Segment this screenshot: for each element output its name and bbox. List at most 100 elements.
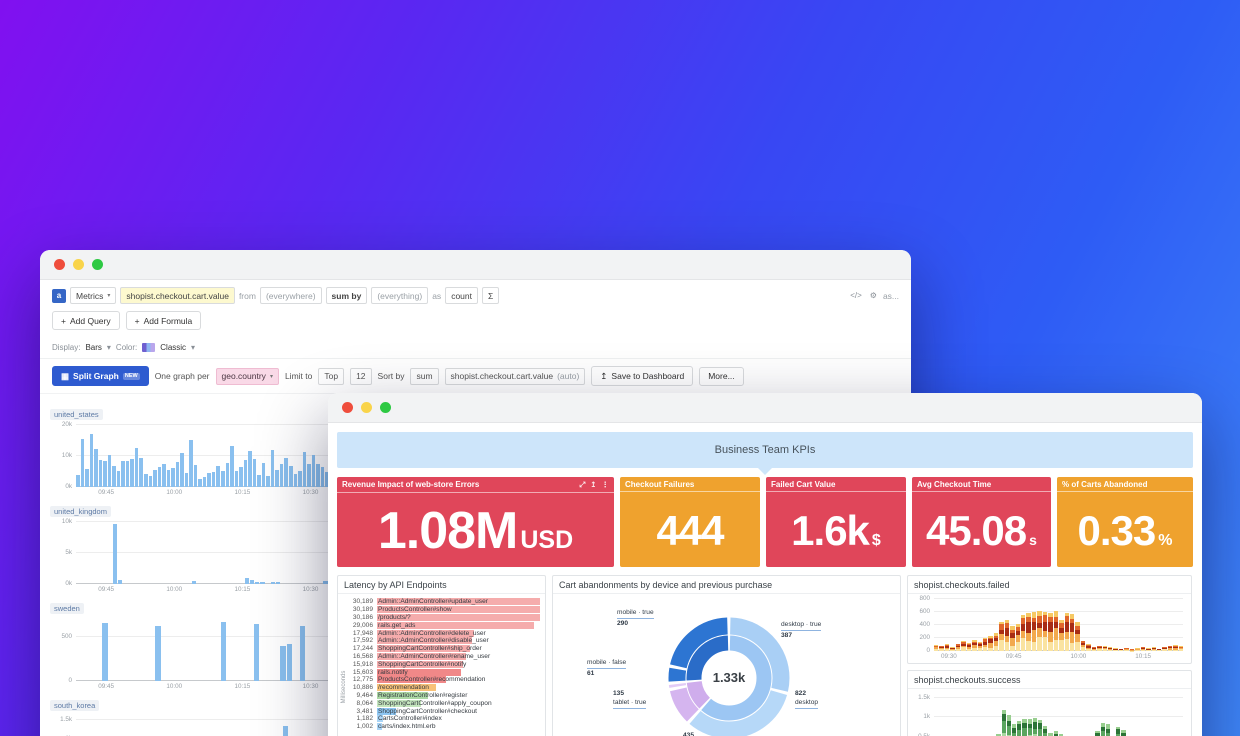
checkouts-failed-panel: shopist.checkouts.failed 0 200 400 600 800 09…: [907, 575, 1192, 664]
display-select[interactable]: Bars: [85, 343, 102, 352]
palette-icon: [142, 343, 156, 352]
chart-united-states: united_states 0k 10k 20k 09:45 10:00 10:15 10:…: [50, 404, 342, 496]
bars[interactable]: [76, 716, 338, 736]
latency-row[interactable]: 17,948 Admin::AdminController#delete_user: [352, 629, 486, 637]
latency-row[interactable]: 12,775 ProductsController#recommendation: [352, 676, 486, 684]
expand-icon[interactable]: ⤢: [579, 479, 586, 489]
bar-chart[interactable]: 0k 10k 20k 09:45 10:00 10:15 10:30: [62, 421, 338, 496]
bar: [216, 466, 220, 487]
cart-abandonment-panel: Cart abandonments by device and previous…: [552, 575, 901, 736]
minimize-window-button[interactable]: [361, 402, 372, 413]
kpi-carts-abandoned-pct[interactable]: % of Carts Abandoned 0.33%: [1057, 477, 1193, 567]
latency-row[interactable]: 10,886/recommendation: [348, 684, 540, 692]
bar-chart[interactable]: 0 500 09:45 10:00 10:15 10:30: [61, 619, 338, 690]
bar: [298, 471, 302, 487]
right-panel-column: shopist.checkouts.failed 0 200 400 600 800 09…: [907, 575, 1192, 736]
bars[interactable]: [934, 694, 1183, 736]
latency-row[interactable]: 16,568 Admin::AdminController#rename_user: [352, 652, 491, 660]
save-to-dashboard-button[interactable]: ↥ Save to Dashboard: [591, 366, 694, 386]
latency-row[interactable]: 9,464 RegistrationController#register: [356, 691, 468, 699]
sum-by-input[interactable]: (everything): [371, 287, 429, 304]
bars[interactable]: [76, 522, 338, 584]
split-graph-button[interactable]: ▦ Split Graph NEW: [52, 366, 149, 386]
latency-row[interactable]: 15,603 rails.notify: [348, 668, 540, 676]
latency-row[interactable]: 30,189 Admin::AdminController#update_user: [348, 598, 540, 606]
bar: [180, 453, 184, 487]
maximize-window-button[interactable]: [380, 402, 391, 413]
latency-panel: Latency by API Endpoints Milliseconds 30…: [337, 575, 546, 736]
kebab-menu-icon[interactable]: ⋮: [601, 479, 610, 489]
latency-row[interactable]: 1,002 carts/index.html.erb: [356, 723, 436, 731]
sort-field-select[interactable]: shopist.checkout.cart.value (auto): [444, 367, 586, 385]
bar-chart[interactable]: 0k 5k 10k 09:45 10:00 10:15 10:30: [62, 518, 338, 593]
kpi-failed-cart-value[interactable]: Failed Cart Value 1.6k $: [766, 477, 906, 567]
kpi-avg-checkout-time[interactable]: Avg Checkout Time 45.08 s: [912, 477, 1051, 567]
code-view-icon[interactable]: </>: [850, 291, 862, 300]
limit-input[interactable]: 12: [350, 367, 372, 385]
color-label: Color:: [115, 343, 138, 352]
more-button[interactable]: More...: [699, 366, 744, 386]
add-query-button[interactable]: + Add Query: [52, 311, 120, 330]
latency-row[interactable]: 17,244 ShoppingCartController#ship_order: [352, 645, 482, 653]
latency-row[interactable]: 30,189 ProductsController#show: [348, 606, 540, 614]
latency-row[interactable]: 29,006 rails.get_ads: [348, 621, 540, 629]
maximize-window-button[interactable]: [92, 259, 103, 270]
close-window-button[interactable]: [342, 402, 353, 413]
bar: [1178, 646, 1184, 651]
sigma-button[interactable]: Σ: [481, 287, 500, 304]
split-field-select[interactable]: geo.country ▾: [215, 367, 279, 385]
bars[interactable]: [76, 619, 338, 681]
latency-row[interactable]: 15,918 ShoppingCartController#notify: [352, 660, 467, 668]
add-formula-button[interactable]: + Add Formula: [125, 311, 202, 330]
bar: [1053, 611, 1059, 651]
donut-chart[interactable]: 1.33k mobile · true 290 desktop · true 387 mo…: [553, 594, 900, 736]
window-titlebar[interactable]: [328, 393, 1202, 423]
aggregation-select[interactable]: count: [445, 287, 478, 304]
bar: [325, 471, 329, 487]
scope-select[interactable]: Metrics ▾: [70, 287, 117, 304]
bar: [1048, 732, 1053, 736]
latency-row[interactable]: 3,481 ShoppingCartController#checkout: [356, 707, 477, 715]
kpi-checkout-failures[interactable]: Checkout Failures 444: [620, 477, 760, 567]
sort-by-label: Sort by: [377, 371, 405, 381]
export-icon[interactable]: ↥: [590, 479, 597, 489]
latency-row[interactable]: 8,064 ShoppingCartController#apply_coupon: [356, 699, 492, 707]
color-select[interactable]: Classic: [160, 343, 187, 352]
bar: [143, 474, 148, 487]
bar: [1027, 718, 1032, 736]
minimize-window-button[interactable]: [73, 259, 84, 270]
bar: [1091, 646, 1097, 651]
kpi-value: 444: [656, 507, 724, 554]
bar: [279, 464, 284, 487]
sort-agg-select[interactable]: sum: [410, 367, 439, 385]
bar: [270, 582, 276, 584]
bar: [257, 474, 261, 487]
bar: [139, 457, 143, 487]
bar: [1015, 623, 1020, 651]
stacked-bar-chart[interactable]: 0.5k1k1.5k: [918, 694, 1183, 736]
bar: [121, 460, 125, 487]
panel-title: shopist.checkouts.success: [908, 671, 1191, 689]
bar: [260, 582, 265, 584]
from-input[interactable]: (everywhere): [259, 287, 322, 304]
bar: [154, 626, 161, 681]
gear-icon[interactable]: ⚙: [869, 291, 877, 300]
bar: [1026, 613, 1031, 651]
stacked-bar-chart[interactable]: 0 200 400 600 800 09:30 09:45 10:00 10:15: [919, 595, 1184, 660]
latency-row[interactable]: 30,186/products/?: [348, 613, 540, 622]
kpi-revenue-impact[interactable]: Revenue Impact of web-store Errors ⤢ ↥ ⋮…: [337, 477, 614, 567]
close-window-button[interactable]: [54, 259, 65, 270]
bar: [1022, 719, 1027, 736]
latency-row[interactable]: 1,182 CartsController#index: [356, 715, 442, 723]
bar: [266, 476, 270, 487]
bars[interactable]: [76, 425, 338, 487]
bars[interactable]: [934, 599, 1184, 651]
top-select[interactable]: Top: [318, 367, 345, 385]
metric-query-input[interactable]: shopist.checkout.cart.value: [120, 287, 235, 304]
bar: [193, 465, 198, 487]
bar: [107, 454, 112, 487]
sum-by-button[interactable]: sum by: [325, 287, 368, 304]
latency-row[interactable]: 17,592 Admin::AdminController#disable_use…: [352, 637, 489, 645]
window-titlebar[interactable]: [40, 250, 911, 280]
